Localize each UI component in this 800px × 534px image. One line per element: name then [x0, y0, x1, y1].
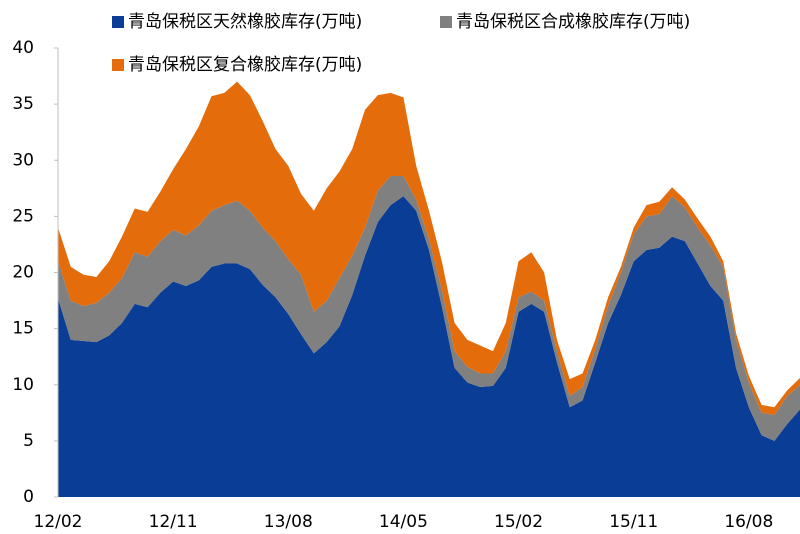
x-tick-label: 15/11: [609, 512, 658, 532]
area: [58, 175, 800, 441]
x-tick-label: 13/08: [264, 512, 313, 532]
area: [58, 196, 800, 498]
x-tick-label: 12/02: [34, 512, 83, 532]
legend-label: 青岛保税区合成橡胶库存(万吨): [456, 12, 690, 32]
y-tick-label: 35: [12, 94, 34, 114]
legend-swatch: [112, 59, 124, 71]
legend-swatch: [112, 16, 124, 28]
y-tick-label: 10: [12, 375, 34, 395]
y-tick-label: 0: [23, 487, 34, 507]
legend-swatch: [440, 16, 452, 28]
y-tick-label: 40: [12, 38, 34, 58]
area: [58, 81, 800, 416]
x-tick-label: 16/08: [724, 512, 773, 532]
y-tick-label: 30: [12, 150, 34, 170]
y-tick-label: 25: [12, 206, 34, 226]
legend-label: 青岛保税区复合橡胶库存(万吨): [128, 55, 362, 75]
legend-label: 青岛保税区天然橡胶库存(万吨): [128, 12, 362, 32]
x-tick-label: 12/11: [149, 512, 198, 532]
x-tick-label: 14/05: [379, 512, 428, 532]
y-tick-label: 20: [12, 263, 34, 283]
y-tick-label: 5: [23, 431, 34, 451]
y-tick-label: 15: [12, 319, 34, 339]
x-tick-label: 15/02: [494, 512, 543, 532]
